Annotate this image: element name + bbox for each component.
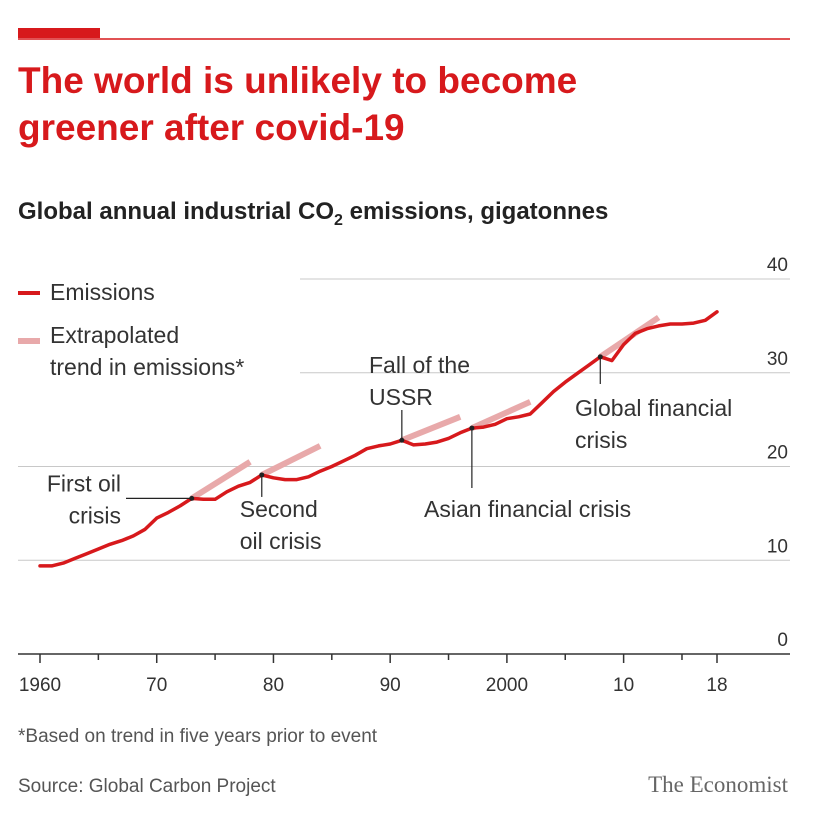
annotation-label-5-line-1: Global financial: [575, 395, 732, 421]
annotation-label-4-line-1: Asian financial crisis: [424, 496, 631, 522]
grid: [18, 278, 790, 655]
annotation-2: Second oil crisis: [240, 472, 322, 554]
annotation-label-3-line-2: USSR: [369, 384, 433, 410]
footnote: *Based on trend in five years prior to e…: [18, 726, 378, 747]
y-axis-labels: 0 10 20 30 40: [767, 255, 788, 651]
annotation-label-2-line-2: oil crisis: [240, 528, 322, 554]
x-tick-label-1980: 80: [263, 675, 284, 696]
annotation-1: First oil crisis: [47, 470, 195, 528]
annotation-5: Global financial crisis: [575, 354, 732, 453]
annotations: First oil crisis Second oil crisis Fall of t…: [47, 352, 732, 554]
subtitle-rest: emissions, gigatonnes: [343, 198, 608, 225]
annotation-label-1-line-2: crisis: [69, 502, 121, 528]
title-line-2: greener after covid-19: [18, 107, 405, 148]
x-tick-label-1960: 1960: [19, 675, 61, 696]
trend-segment-1: [190, 459, 252, 501]
subtitle-subscript: 2: [334, 212, 343, 229]
emissions-series: [38, 310, 719, 568]
accent-bar: [18, 28, 100, 38]
annotation-label-1-line-1: First oil: [47, 470, 121, 496]
annotation-4: Asian financial crisis: [424, 425, 631, 522]
x-tick-label-2018: 18: [706, 675, 727, 696]
brand-wordmark: The Economist: [648, 772, 788, 797]
legend: Emissions Extrapolated trend in emission…: [18, 279, 244, 380]
annotation-label-3-line-1: Fall of the: [369, 352, 470, 378]
trend-segment-2: [260, 443, 322, 478]
annotation-label-2-line-1: Second: [240, 496, 318, 522]
chart-subtitle: Global annual industrial CO2 emissions, …: [18, 198, 608, 229]
emissions-line: [38, 310, 719, 568]
trend-segment-4: [470, 399, 532, 431]
y-tick-label-20: 20: [767, 443, 788, 464]
y-tick-label-10: 10: [767, 536, 788, 557]
subtitle-main: Global annual industrial CO: [18, 198, 334, 225]
x-tick-label-1970: 70: [146, 675, 167, 696]
y-tick-label-0: 0: [777, 630, 788, 651]
y-tick-label-40: 40: [767, 255, 788, 276]
annotation-3: Fall of the USSR: [369, 352, 470, 443]
trend-segments: [190, 314, 661, 501]
annotation-label-5-line-2: crisis: [575, 427, 627, 453]
x-tick-label-1990: 90: [380, 675, 401, 696]
title-line-1: The world is unlikely to become: [18, 60, 577, 101]
x-tick-label-2010: 10: [613, 675, 634, 696]
x-axis: 1960 70 80 90 2000 10 18: [19, 654, 728, 696]
trend-segment-3: [400, 414, 462, 444]
legend-trend-label-line-1: Extrapolated: [50, 322, 179, 348]
legend-trend-label-line-2: trend in emissions*: [50, 354, 244, 380]
source-note: Source: Global Carbon Project: [18, 776, 276, 797]
x-tick-label-2000: 2000: [486, 675, 528, 696]
legend-emissions-label: Emissions: [50, 279, 155, 305]
y-tick-label-30: 30: [767, 349, 788, 370]
